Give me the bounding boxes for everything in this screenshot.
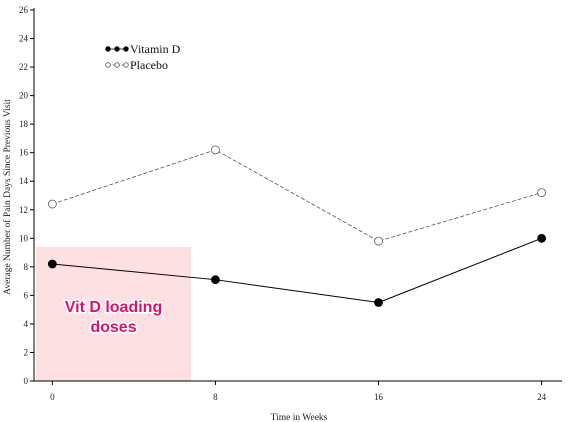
annotation-layer: Vit D loading doses: [36, 246, 191, 381]
y-tick-label: 0: [24, 376, 29, 386]
legend-marker: [123, 46, 129, 52]
legend-marker: [123, 62, 129, 68]
x-tick-label: 24: [537, 392, 547, 402]
data-point-placebo: [211, 145, 220, 155]
series-line-vitamin-d: [52, 237, 542, 304]
legend-marker: [105, 62, 111, 68]
legend-label: Vitamin D: [130, 42, 181, 56]
y-tick-label: 2: [24, 347, 29, 357]
data-point-vitamin-d: [537, 233, 547, 243]
data-point-placebo: [47, 199, 57, 209]
data-point-vitamin-d: [211, 275, 220, 285]
x-tick-label: 16: [374, 392, 384, 402]
annotation-box: [36, 246, 191, 381]
legend: Vitamin D Placebo: [105, 42, 181, 72]
data-point-placebo: [374, 236, 383, 246]
y-tick-label: 18: [19, 119, 29, 129]
data-point-placebo: [537, 188, 547, 198]
y-tick-label: 12: [19, 205, 28, 215]
annotation-text: Vit D loading: [65, 299, 162, 316]
y-tick-label: 26: [19, 5, 29, 15]
legend-marker: [114, 62, 120, 68]
y-tick-label: 20: [19, 91, 29, 101]
y-tick-label: 16: [19, 148, 29, 158]
legend-label: Placebo: [130, 58, 168, 72]
x-tick-label: 0: [50, 392, 55, 402]
legend-marker: [114, 46, 120, 52]
series-layer: [47, 145, 547, 307]
x-tick-label: 8: [213, 392, 218, 402]
data-point-vitamin-d: [47, 259, 57, 269]
y-tick-label: 4: [24, 319, 29, 329]
y-tick-label: 24: [19, 34, 29, 44]
y-axis-title: Average Number of Pain Days Since Previo…: [2, 99, 13, 295]
data-point-vitamin-d: [374, 298, 383, 307]
x-axis-title: Time in Weeks: [271, 413, 328, 422]
y-tick-label: 6: [24, 290, 29, 300]
y-tick-label: 8: [24, 262, 29, 272]
y-tick-label: 10: [19, 233, 29, 243]
legend-marker: [105, 46, 111, 52]
y-tick-label: 22: [19, 62, 28, 72]
annotation-text: doses: [90, 319, 136, 336]
y-tick-label: 14: [19, 176, 29, 186]
series-line-placebo: [52, 149, 542, 242]
